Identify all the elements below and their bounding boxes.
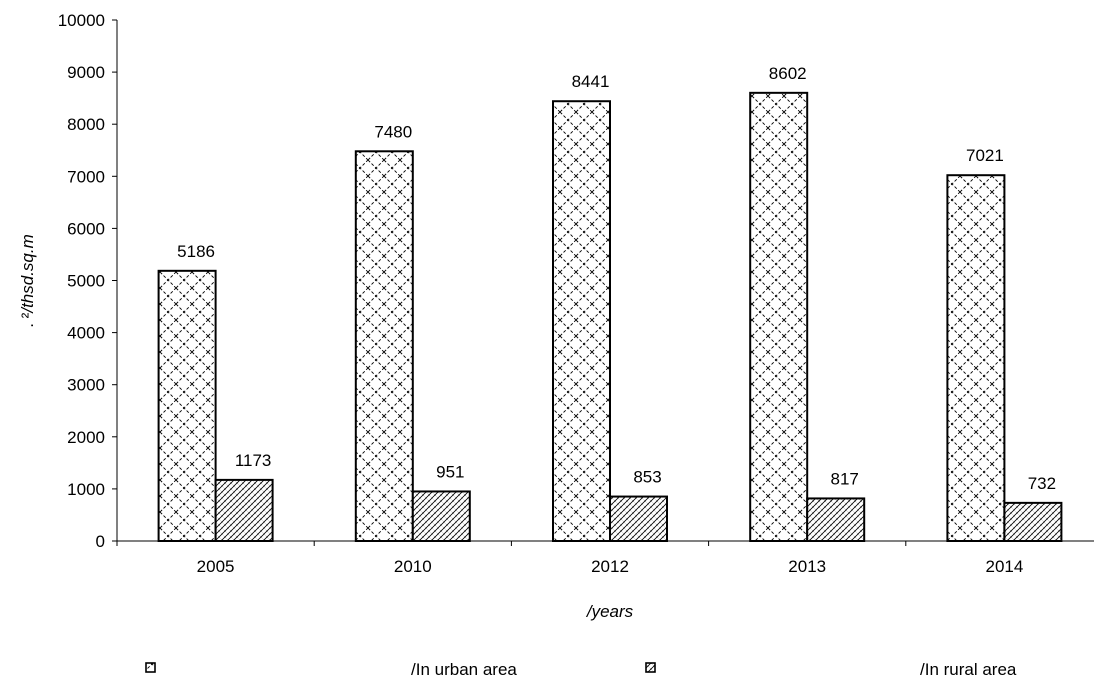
y-axis-title-prefix: . ² [18, 312, 37, 327]
legend-item-rural: /In rural area [645, 660, 1017, 679]
x-axis-title: /years [586, 602, 634, 621]
x-axis-ticks: 2005 2010 2012 2013 2014 [116, 541, 1023, 576]
bar-urban-2012 [552, 100, 611, 542]
x-tick-label-2005: 2005 [197, 557, 235, 576]
legend-swatch-rural [645, 662, 656, 673]
y-tick-label-5: 5000 [67, 272, 105, 291]
data-label-rural-2005: 1173 [235, 451, 272, 470]
y-tick-label-9: 9000 [67, 63, 105, 82]
x-tick-label-2014: 2014 [985, 557, 1023, 576]
y-tick-label-6: 6000 [67, 219, 105, 238]
bar-urban-2014 [946, 174, 1006, 542]
y-axis-ticks: 0 1000 2000 3000 4000 5000 6000 7000 8000 9000 100… [58, 11, 117, 551]
bar-rural-2012 [609, 495, 668, 542]
y-axis-title-text: /thsd.sq.m [18, 234, 37, 313]
y-tick-label-3: 3000 [67, 376, 105, 395]
data-label-urban-2010: 7480 [374, 122, 412, 141]
legend-label-rural: /In rural area [920, 660, 1017, 679]
y-tick-label-0: 0 [96, 532, 105, 551]
y-tick-label-8: 8000 [67, 115, 105, 134]
y-tick-label-10: 10000 [58, 11, 105, 30]
x-tick-label-2012: 2012 [591, 557, 629, 576]
data-labels: 5186 1173 7480 951 8441 853 8602 817 7021 732 [177, 64, 1056, 493]
bar-urban-2010 [354, 150, 414, 543]
y-tick-label-1: 1000 [67, 480, 105, 499]
legend-swatch-urban [145, 662, 156, 673]
data-label-urban-2012: 8441 [572, 72, 610, 91]
bar-rural-2010 [411, 490, 471, 543]
data-label-rural-2010: 951 [436, 462, 464, 481]
bar-rural-2014 [1003, 501, 1063, 542]
data-label-urban-2013: 8602 [769, 64, 807, 83]
y-axis-title: . ²/thsd.sq.m [18, 234, 37, 328]
data-label-rural-2012: 853 [633, 468, 661, 487]
legend-label-urban: /In urban area [411, 660, 517, 679]
data-label-urban-2005: 5186 [177, 242, 215, 261]
x-tick-label-2013: 2013 [788, 557, 826, 576]
data-label-rural-2013: 817 [831, 469, 859, 488]
x-tick-label-2010: 2010 [394, 557, 432, 576]
y-tick-label-2: 2000 [67, 428, 105, 447]
y-tick-label-4: 4000 [67, 324, 105, 343]
bar-rural-2005 [214, 478, 274, 542]
data-label-rural-2014: 732 [1028, 474, 1056, 493]
bars [157, 91, 1063, 543]
bar-urban-2005 [157, 269, 217, 542]
legend: /In urban area /In rural area [145, 660, 1017, 679]
legend-item-urban: /In urban area [145, 660, 517, 679]
data-label-urban-2014: 7021 [966, 146, 1004, 165]
y-tick-label-7: 7000 [67, 167, 105, 186]
bar-urban-2013 [749, 91, 809, 543]
bar-rural-2013 [806, 497, 866, 542]
